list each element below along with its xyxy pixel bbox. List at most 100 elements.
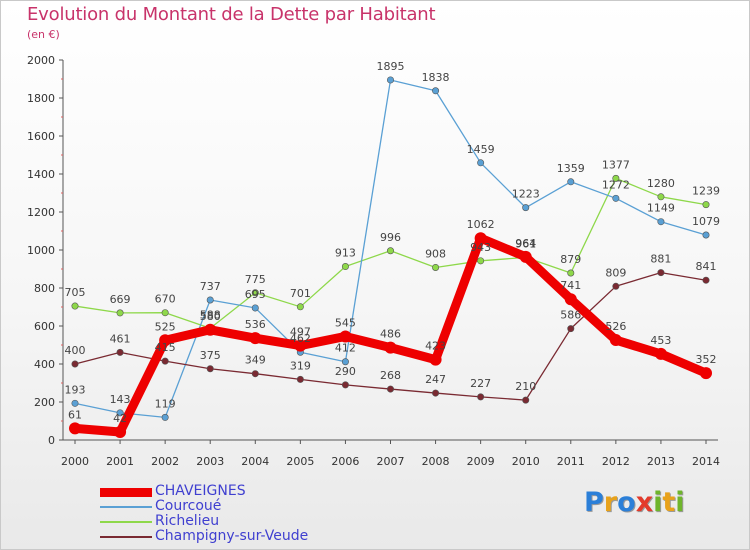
data-label: 227: [470, 377, 491, 390]
data-label: 737: [200, 280, 221, 293]
data-label: 545: [335, 316, 356, 329]
data-point: [159, 334, 172, 347]
chart-title: Evolution du Montant de la Dette par Hab…: [27, 4, 436, 25]
data-point: [116, 348, 124, 356]
data-label: 670: [155, 293, 176, 306]
data-label: 669: [110, 293, 131, 306]
data-label: 61: [68, 408, 82, 421]
y-tick-label: 1800: [27, 92, 55, 105]
data-point: [71, 360, 79, 368]
y-tick-label: 200: [34, 396, 55, 409]
data-label: 809: [605, 266, 626, 279]
logo-letter: i: [653, 487, 663, 518]
x-tick-label: 2005: [286, 455, 314, 468]
x-tick-label: 2011: [557, 455, 585, 468]
legend-swatch: [100, 487, 152, 497]
data-label: 526: [605, 320, 626, 333]
data-label: 290: [335, 365, 356, 378]
legend-label: CHAVEIGNES: [155, 483, 246, 499]
data-label: 1459: [467, 143, 495, 156]
data-point: [341, 263, 349, 271]
data-label: 1359: [557, 162, 585, 175]
data-point: [251, 304, 259, 312]
data-point: [702, 201, 710, 209]
data-point: [384, 341, 397, 354]
x-tick-label: 2012: [602, 455, 630, 468]
data-label: 964: [515, 237, 536, 250]
data-label: 775: [245, 273, 266, 286]
data-point: [296, 303, 304, 311]
y-tick-label: 1400: [27, 168, 55, 181]
data-label: 588: [200, 308, 221, 321]
x-tick-label: 2006: [331, 455, 359, 468]
logo-letter: o: [617, 487, 636, 518]
y-tick-label: 0: [48, 434, 55, 447]
data-label: 908: [425, 247, 446, 260]
data-label: 741: [560, 279, 581, 292]
data-label: 881: [650, 253, 671, 266]
data-point: [71, 399, 79, 407]
data-point: [567, 269, 575, 277]
data-label: 961: [515, 237, 536, 250]
data-label: 705: [65, 286, 86, 299]
data-label: 1895: [377, 60, 405, 73]
data-label: 143: [110, 393, 131, 406]
data-point: [564, 293, 577, 306]
data-point: [657, 269, 665, 277]
data-label: 1079: [692, 215, 720, 228]
data-label: 193: [65, 383, 86, 396]
data-label: 1149: [647, 202, 675, 215]
legend-swatch: [100, 536, 152, 538]
data-point: [654, 347, 667, 360]
data-point: [161, 357, 169, 365]
data-point: [386, 76, 394, 84]
data-label: 913: [335, 247, 356, 260]
data-label: 580: [200, 310, 221, 323]
data-label: 423: [425, 340, 446, 353]
legend-swatch: [100, 506, 152, 508]
x-tick-label: 2004: [241, 455, 269, 468]
y-tick-label: 2000: [27, 54, 55, 67]
data-point: [339, 330, 352, 343]
data-label: 349: [245, 354, 266, 367]
data-label: 1062: [467, 218, 495, 231]
x-tick-label: 2003: [196, 455, 224, 468]
data-label: 536: [245, 318, 266, 331]
data-point: [71, 302, 79, 310]
data-label: 497: [290, 326, 311, 339]
data-label: 415: [155, 341, 176, 354]
y-tick-label: 1600: [27, 130, 55, 143]
data-point: [657, 218, 665, 226]
y-tick-label: 1200: [27, 206, 55, 219]
legend-label: Richelieu: [155, 513, 220, 529]
data-label: 412: [335, 342, 356, 355]
data-point: [116, 309, 124, 317]
data-point: [249, 332, 262, 345]
x-tick-label: 2000: [61, 455, 89, 468]
x-tick-label: 2013: [647, 455, 675, 468]
data-label: 879: [560, 253, 581, 266]
y-tick-label: 600: [34, 320, 55, 333]
data-label: 1838: [422, 71, 450, 84]
data-label: 319: [290, 359, 311, 372]
data-point: [700, 367, 712, 380]
data-label: 375: [200, 349, 221, 362]
y-tick-label: 400: [34, 358, 55, 371]
data-point: [429, 353, 442, 366]
logo-letter: r: [603, 487, 618, 518]
data-point: [567, 178, 575, 186]
data-point: [432, 263, 440, 271]
data-point: [609, 334, 622, 347]
data-point: [69, 422, 81, 435]
data-point: [161, 309, 169, 317]
legend-label: Courcoué: [155, 498, 222, 514]
data-label: 1377: [602, 158, 630, 171]
data-label: 695: [245, 288, 266, 301]
data-label: 996: [380, 231, 401, 244]
chart-subtitle: (en €): [27, 28, 60, 41]
x-tick-label: 2009: [467, 455, 495, 468]
data-label: 268: [380, 369, 401, 382]
data-point: [114, 426, 127, 439]
proxiti-logo: Proxiti: [584, 487, 685, 518]
